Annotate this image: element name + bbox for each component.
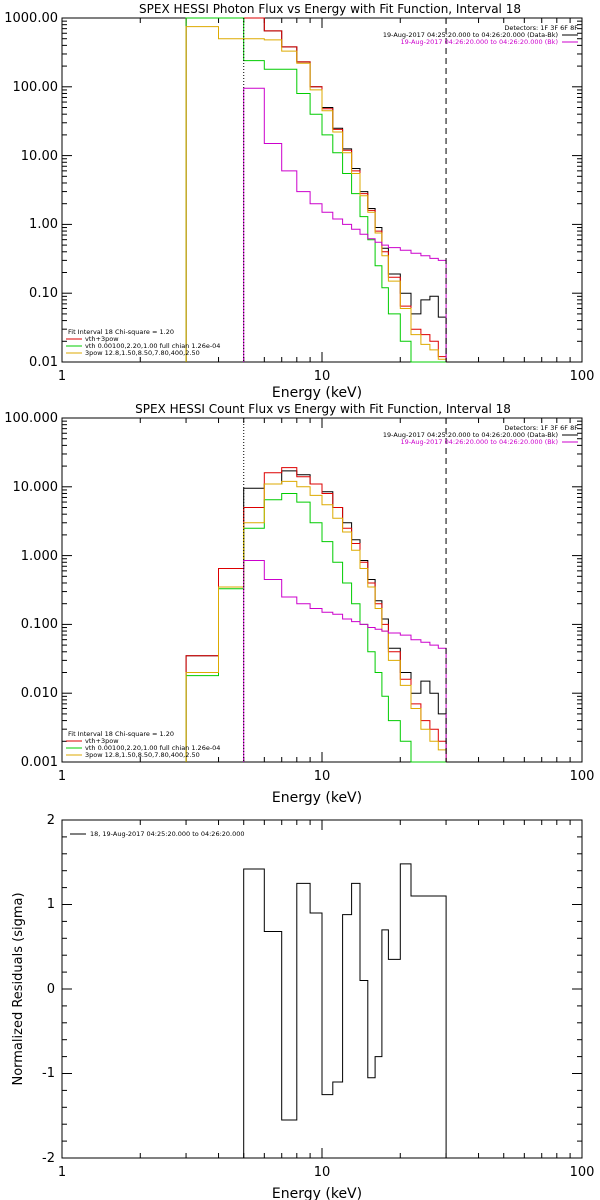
series-group (243, 863, 447, 1158)
y-tick-label: 0.010 (21, 686, 58, 701)
info-block: Detectors: 1F 3F 6F 8F 19-Aug-2017 04:25… (383, 424, 578, 446)
fit-legend: Fit Interval 18 Chi-square = 1.20 vth+3p… (66, 328, 220, 357)
legend-entry: 18, 19-Aug-2017 04:25:20.000 to 04:26:20… (90, 830, 245, 838)
fit-legend: Fit Interval 18 Chi-square = 1.20 vth+3p… (66, 730, 220, 759)
series-vth (185, 493, 447, 763)
legend-entry: 3pow 12.8,1.50,8.50,7.80,400,2.50 (85, 349, 200, 357)
plot-frame (61, 417, 583, 763)
x-tick-label: 1 (58, 369, 66, 384)
x-tick-label: 100 (570, 769, 595, 784)
energy-markers (243, 418, 447, 762)
y-tick-label: 0.01 (29, 355, 58, 370)
bk-interval-line: 19-Aug-2017 04:26:20.000 to 04:26:20.000… (401, 38, 558, 46)
legend-entry: 3pow 12.8,1.50,8.50,7.80,400,2.50 (85, 751, 200, 759)
y-tick-label: 10.00 (21, 149, 58, 164)
series-bk (243, 87, 447, 362)
x-axis-label: Energy (keV) (272, 385, 362, 401)
x-tick-label: 100 (570, 1165, 595, 1180)
bk-interval-line: 19-Aug-2017 04:26:20.000 to 04:26:20.000… (401, 438, 558, 446)
y-tick-label: 100.00 (13, 80, 59, 95)
y-tick-label: 10.000 (13, 480, 59, 495)
y-tick-label: 0.001 (21, 755, 58, 770)
data-interval-line: 19-Aug-2017 04:25:20.000 to 04:26:20.000… (383, 31, 558, 39)
series-bk (243, 560, 447, 762)
series-data-bk (185, 17, 447, 362)
panel-title: SPEX HESSI Count Flux vs Energy with Fit… (135, 402, 511, 416)
x-axis-label: Energy (keV) (272, 1186, 362, 1200)
legend-entry: vth 0.00100,2.20,1.00 full chian 1.26e-0… (85, 744, 220, 752)
axis-ticks (61, 18, 582, 363)
y-tick-label: -1 (42, 1066, 55, 1081)
residuals-panel: 1 10 100 -2 -1 0 1 2 Energy (keV) Normal… (11, 813, 594, 1200)
axis-ticks (61, 819, 582, 1159)
detectors-line: Detectors: 1F 3F 6F 8F (504, 424, 578, 432)
plot-frame (61, 17, 583, 363)
y-tick-label: 0 (47, 982, 55, 997)
data-interval-line: 19-Aug-2017 04:25:20.000 to 04:26:20.000… (383, 431, 558, 439)
x-tick-label: 1 (58, 769, 66, 784)
series-3pow (185, 26, 447, 362)
legend-entry: vth+3pow (85, 737, 119, 745)
fit-summary: Fit Interval 18 Chi-square = 1.20 (68, 730, 174, 738)
y-tick-label: 1.000 (21, 549, 58, 564)
x-tick-label: 10 (314, 1165, 331, 1180)
y-tick-label: 1000.00 (4, 11, 58, 26)
x-tick-label: 1 (58, 1165, 66, 1180)
series-group (185, 467, 447, 763)
legend-entry: vth+3pow (85, 335, 119, 343)
y-tick-label: 100.000 (4, 411, 58, 426)
photon-flux-panel: SPEX HESSI Photon Flux vs Energy with Fi… (4, 2, 594, 401)
series-vth (185, 17, 447, 363)
legend-entry: vth 0.00100,2.20,1.00 full chian 1.26e-0… (85, 342, 220, 350)
x-tick-label: 10 (314, 769, 331, 784)
series-vth-3pow (185, 467, 447, 762)
x-tick-label: 10 (314, 369, 331, 384)
x-tick-label: 100 (570, 369, 595, 384)
y-tick-label: 0.10 (29, 286, 58, 301)
energy-markers (243, 18, 447, 362)
series-group (185, 17, 447, 363)
y-tick-label: 1.00 (29, 217, 58, 232)
x-axis-label: Energy (keV) (272, 790, 362, 806)
count-flux-panel: SPEX HESSI Count Flux vs Energy with Fit… (4, 402, 594, 806)
y-tick-label: 0.100 (21, 617, 58, 632)
series-18-19-aug-2017-04-25-20-000-to-04-26-20-000 (243, 863, 447, 1158)
y-tick-label: 2 (47, 813, 55, 828)
detectors-line: Detectors: 1F 3F 6F 8F (504, 24, 578, 32)
fit-summary: Fit Interval 18 Chi-square = 1.20 (68, 328, 174, 336)
y-tick-label: -2 (42, 1151, 55, 1166)
panel-title: SPEX HESSI Photon Flux vs Energy with Fi… (139, 2, 521, 16)
axis-ticks (61, 418, 582, 763)
series-vth-3pow (185, 17, 447, 362)
y-axis-label: Normalized Residuals (sigma) (11, 892, 26, 1085)
series-3pow (185, 480, 447, 762)
info-block: Detectors: 1F 3F 6F 8F 19-Aug-2017 04:25… (383, 24, 578, 46)
y-tick-label: 1 (47, 897, 55, 912)
series-data-bk (185, 470, 447, 762)
